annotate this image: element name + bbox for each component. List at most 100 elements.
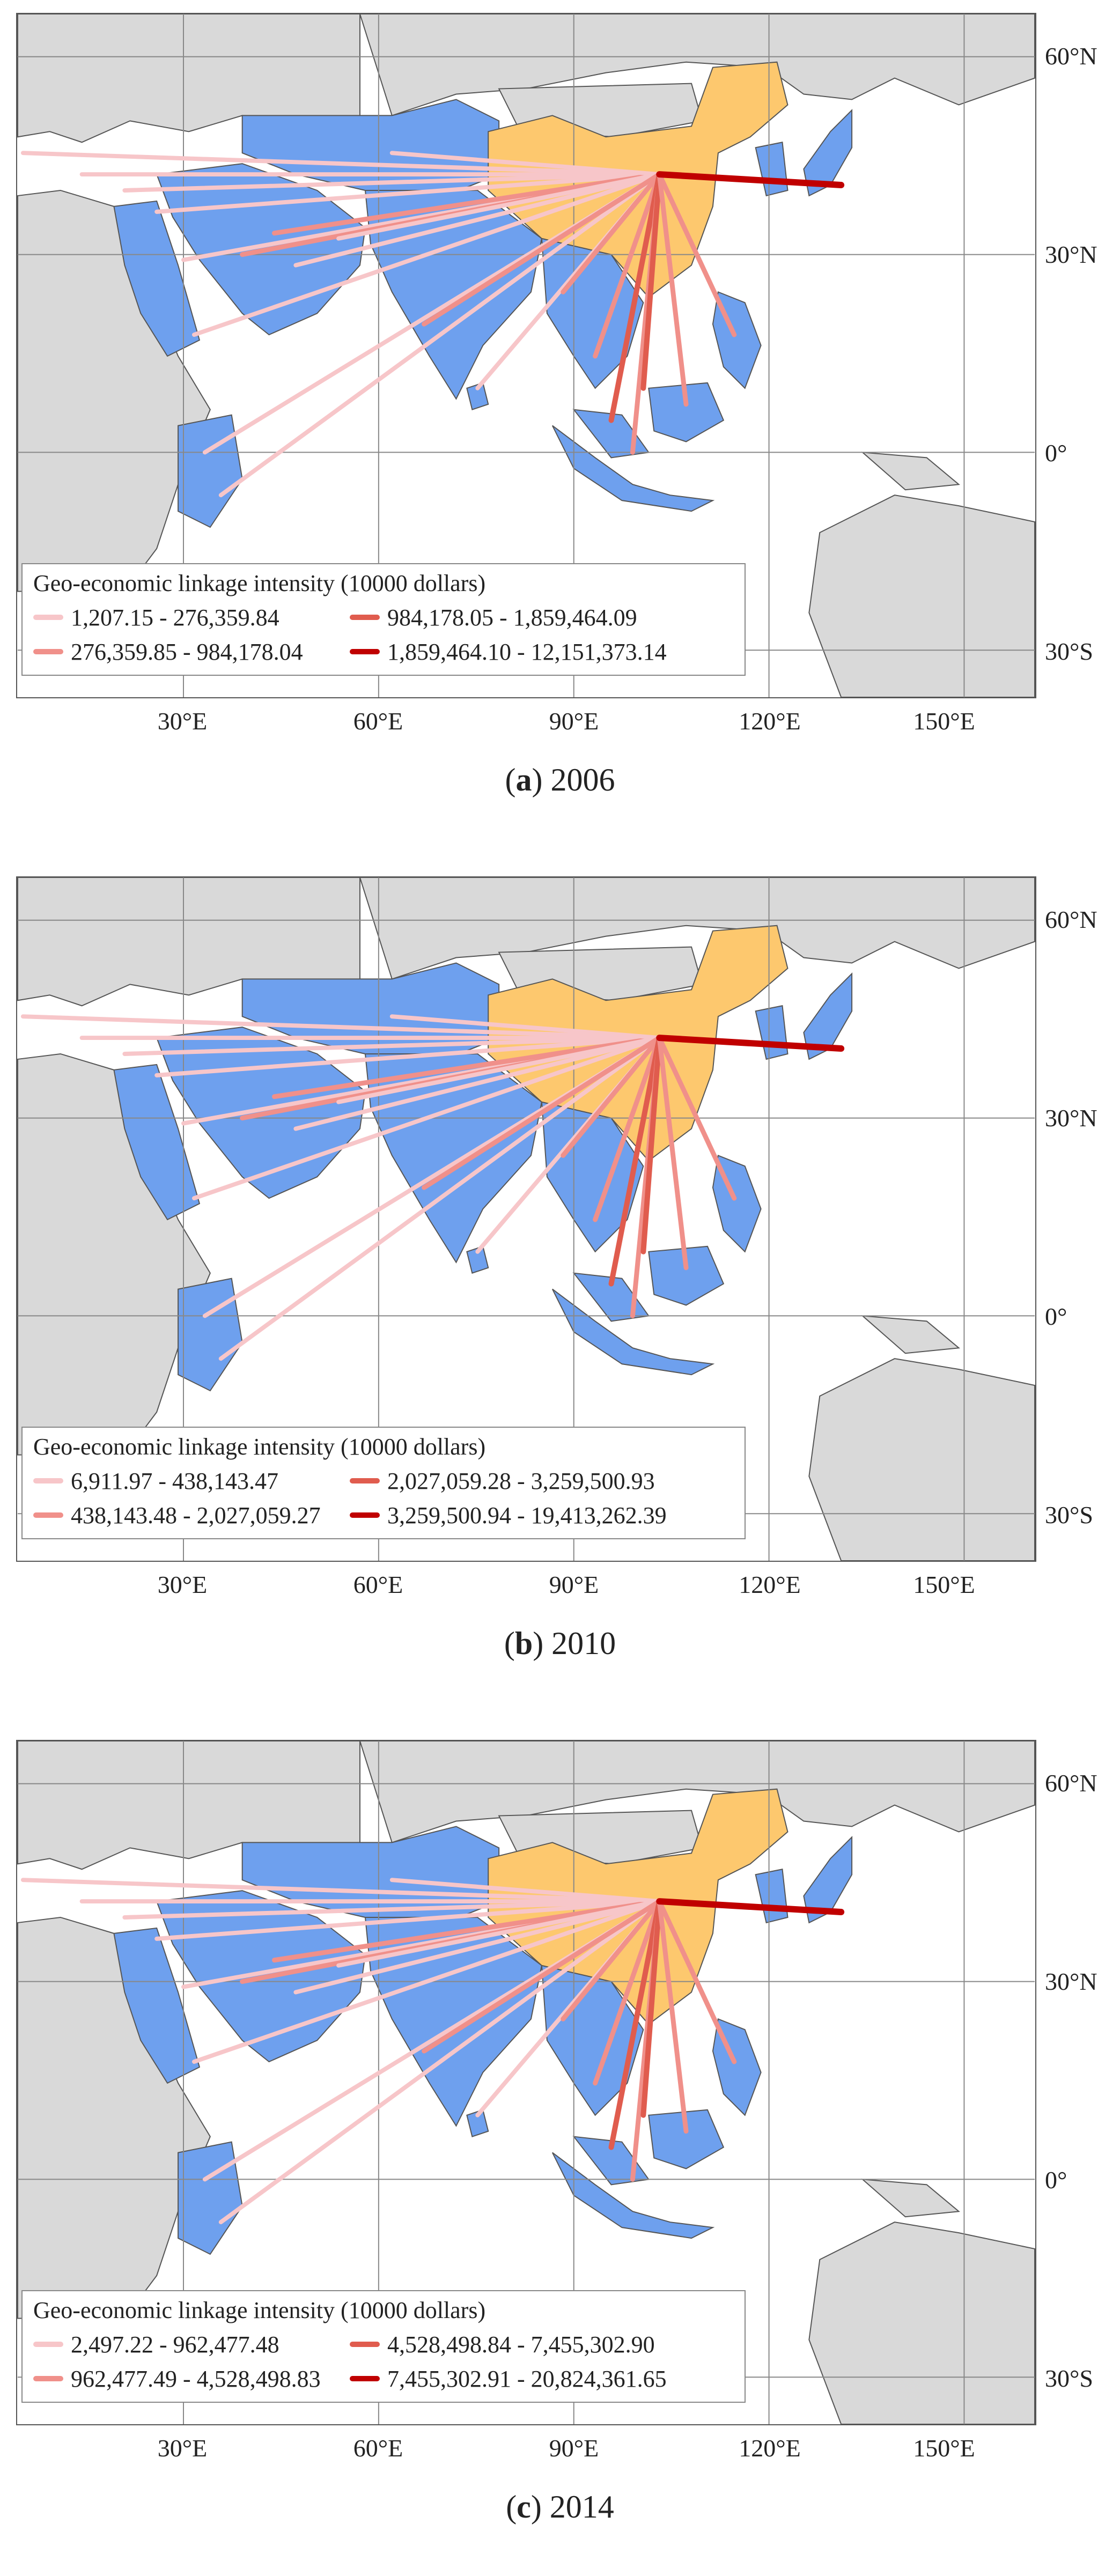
legend-range-1: 6,911.97 - 438,143.47 [71,1467,279,1494]
borneo-region [648,2109,725,2169]
link-kazakhstan [389,151,662,177]
sumatra-region [551,1288,715,1376]
newguinea-land [861,2179,960,2218]
link-borneo [657,1899,689,2134]
link-thailand [593,1035,662,1222]
eastafrica-region [178,2141,243,2255]
legend-swatch-4 [350,2376,380,2381]
lon-label-90e: 90°E [549,707,599,735]
lat-label-60n: 60°N [1045,42,1097,70]
legend-range-4: 7,455,302.91 - 20,824,361.65 [387,2365,667,2392]
caption-year: 2006 [550,762,615,798]
lon-label-60e: 60°E [353,1571,403,1598]
legend-item-4: 3,259,500.94 - 19,413,262.39 [350,1501,667,1530]
europe-land [17,877,360,1007]
legend-swatch-4 [350,1512,380,1518]
link-turkey [122,1036,662,1056]
link-japan [656,1898,845,1915]
lat-label-30s: 30°S [1045,2365,1093,2392]
legend-box: Geo-economic linkage intensity (10000 do… [21,1427,746,1539]
link-myanmar [561,1035,662,1158]
map-panel-b: 60°N 30°N 0° 30°S 30°E 60°E 90°E 120°E 1… [0,863,1120,1722]
australia-land [808,494,1035,697]
legend-item-4: 7,455,302.91 - 20,824,361.65 [350,2364,667,2393]
legend-item-3: 4,528,498.84 - 7,455,302.90 [350,2330,655,2359]
link-japan [656,171,845,188]
link-india [422,1035,662,1190]
japan-region [803,109,853,197]
lon-label-90e: 90°E [549,1571,599,1598]
legend-item-2: 276,359.85 - 984,178.04 [33,637,303,666]
legend-item-1: 6,911.97 - 438,143.47 [33,1466,278,1495]
legend-swatch-3 [350,615,380,620]
southasia-region [364,189,543,400]
legend-box: Geo-economic linkage intensity (10000 do… [21,563,746,676]
legend-item-2: 962,477.49 - 4,528,498.83 [33,2364,321,2393]
link-malaysia [608,1899,662,2150]
russia-land [359,877,1035,980]
link-sudan [191,1899,662,2064]
southasia-region [364,1916,543,2127]
panel-caption: (a) 2006 [505,762,615,798]
lat-label-0: 0° [1045,1303,1067,1330]
legend-swatch-1 [33,1478,63,1483]
caption-year: 2014 [549,2489,614,2525]
legend-item-3: 984,178.05 - 1,859,464.09 [350,603,637,632]
lon-label-150e: 150°E [913,1571,975,1598]
link-philippines [657,1899,737,2064]
centralasia-region [241,1826,500,1923]
legend-swatch-4 [350,649,380,654]
russia-land [359,14,1035,116]
legend-title: Geo-economic linkage intensity (10000 do… [33,2297,486,2323]
seasia-region [541,1965,644,2116]
srilanka-island [466,1245,489,1274]
legend-title: Geo-economic linkage intensity (10000 do… [33,570,486,596]
lat-label-30s: 30°S [1045,1501,1093,1529]
seasia-region [541,1101,644,1253]
link-oman [293,1036,662,1131]
link-iran [271,172,662,236]
link-turkey [122,1899,662,1920]
legend-item-2: 438,143.48 - 2,027,059.27 [33,1501,321,1530]
link-europe-west [20,1878,662,1904]
caption-year: 2010 [551,1626,616,1661]
lat-label-0: 0° [1045,2166,1067,2194]
lon-label-30e: 30°E [157,2434,208,2462]
legend-swatch-1 [33,2342,63,2347]
legend-swatch-1 [33,615,63,620]
legend-range-2: 962,477.49 - 4,528,498.83 [71,2365,321,2392]
link-sudan [191,1036,662,1201]
link-india [422,172,662,327]
legend-item-3: 2,027,059.28 - 3,259,500.93 [350,1466,655,1495]
lon-label-120e: 120°E [739,1571,801,1598]
legend-range-1: 2,497.22 - 962,477.48 [71,2331,279,2358]
link-borneo [657,172,689,407]
legend-item-1: 1,207.15 - 276,359.84 [33,603,279,632]
link-vietnam [640,172,662,391]
link-india [422,1899,662,2054]
link-myanmar [561,172,662,294]
australia-land [808,1358,1035,1561]
australia-land [808,2221,1035,2424]
link-pakistan [336,172,662,241]
sumatra-region [551,2152,715,2239]
legend-swatch-2 [33,2376,63,2381]
legend-range-3: 4,528,498.84 - 7,455,302.90 [387,2331,655,2358]
panel-caption: (c) 2014 [506,2489,614,2525]
link-thailand [593,172,662,359]
legend-range-2: 276,359.85 - 984,178.04 [71,638,303,665]
caption-letter: b [514,1626,533,1661]
eastafrica-region [178,414,243,528]
link-malaysia [608,172,662,423]
lat-label-30n: 30°N [1045,1104,1097,1132]
newguinea-land [861,1315,960,1354]
link-malaysia [608,1035,662,1287]
newguinea-land [861,452,960,491]
japan-region [803,972,853,1060]
link-sudan [191,172,662,337]
caption-letter: c [517,2489,531,2525]
link-japan [656,1035,845,1052]
legend-title: Geo-economic linkage intensity (10000 do… [33,1434,486,1460]
lat-label-0: 0° [1045,439,1067,467]
srilanka-island [466,2109,489,2137]
